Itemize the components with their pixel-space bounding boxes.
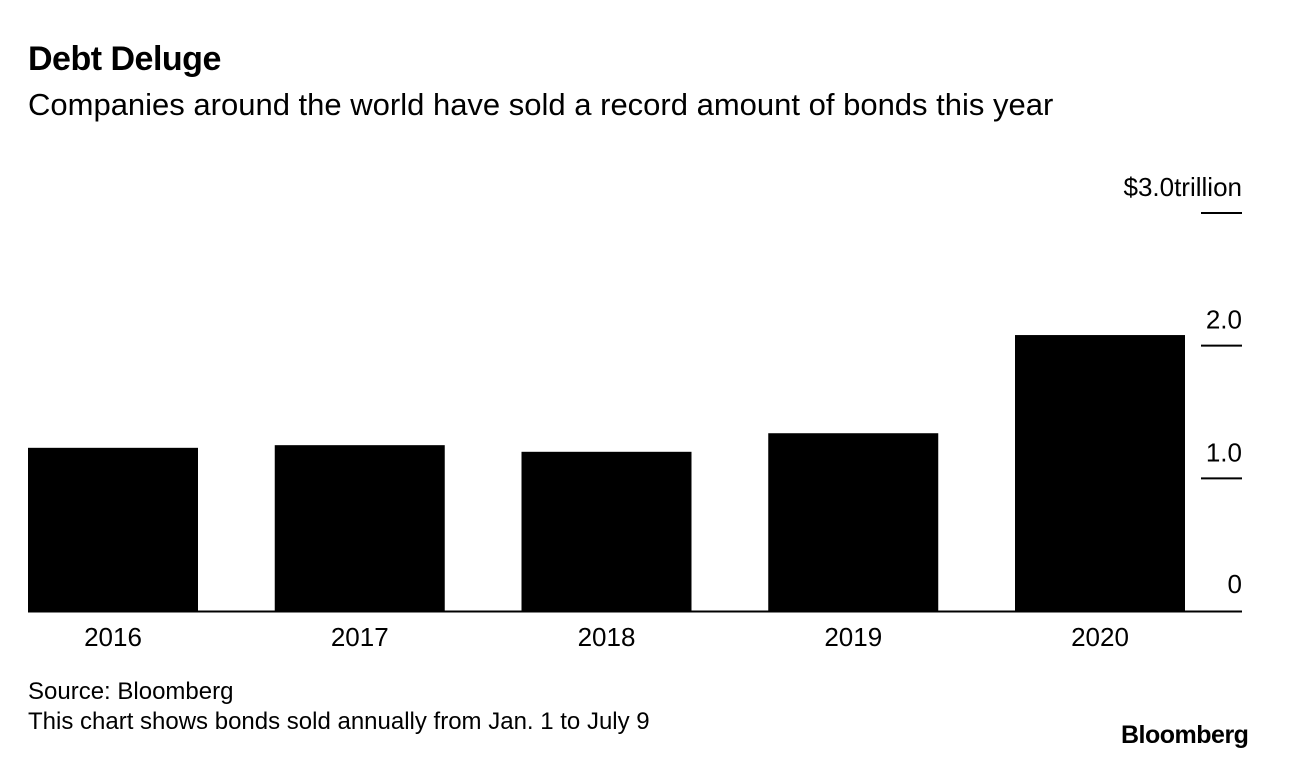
bar-2016 — [28, 447, 198, 611]
y-tick-label-0: 0 — [1228, 569, 1242, 599]
chart-subtitle: Companies around the world have sold a r… — [28, 87, 1054, 122]
x-tick-label-2017: 2017 — [331, 622, 389, 652]
source-note: Source: Bloomberg — [28, 678, 234, 705]
x-tick-label-2016: 2016 — [84, 622, 142, 652]
y-tick-label-3: $3.0trillion — [1123, 172, 1242, 202]
y-tick-label-2: 2.0 — [1206, 305, 1242, 335]
bar-2020 — [1015, 335, 1185, 611]
x-tick-label-2018: 2018 — [578, 622, 636, 652]
x-tick-label-2019: 2019 — [824, 622, 882, 652]
chart-title: Debt Deluge — [28, 40, 221, 78]
bars-group — [28, 335, 1185, 611]
y-tick-label-1: 1.0 — [1206, 437, 1242, 467]
chart-note: This chart shows bonds sold annually fro… — [28, 708, 650, 735]
y-axis: 0 1.0 2.0 $3.0trillion — [1123, 172, 1242, 599]
bar-2017 — [274, 445, 445, 611]
bloomberg-logo: Bloomberg — [1121, 721, 1249, 749]
x-axis: 2016 2017 2018 2019 2020 — [84, 622, 1129, 652]
x-tick-label-2020: 2020 — [1071, 622, 1129, 652]
bar-2019 — [768, 433, 939, 611]
bar-2018 — [521, 451, 692, 611]
